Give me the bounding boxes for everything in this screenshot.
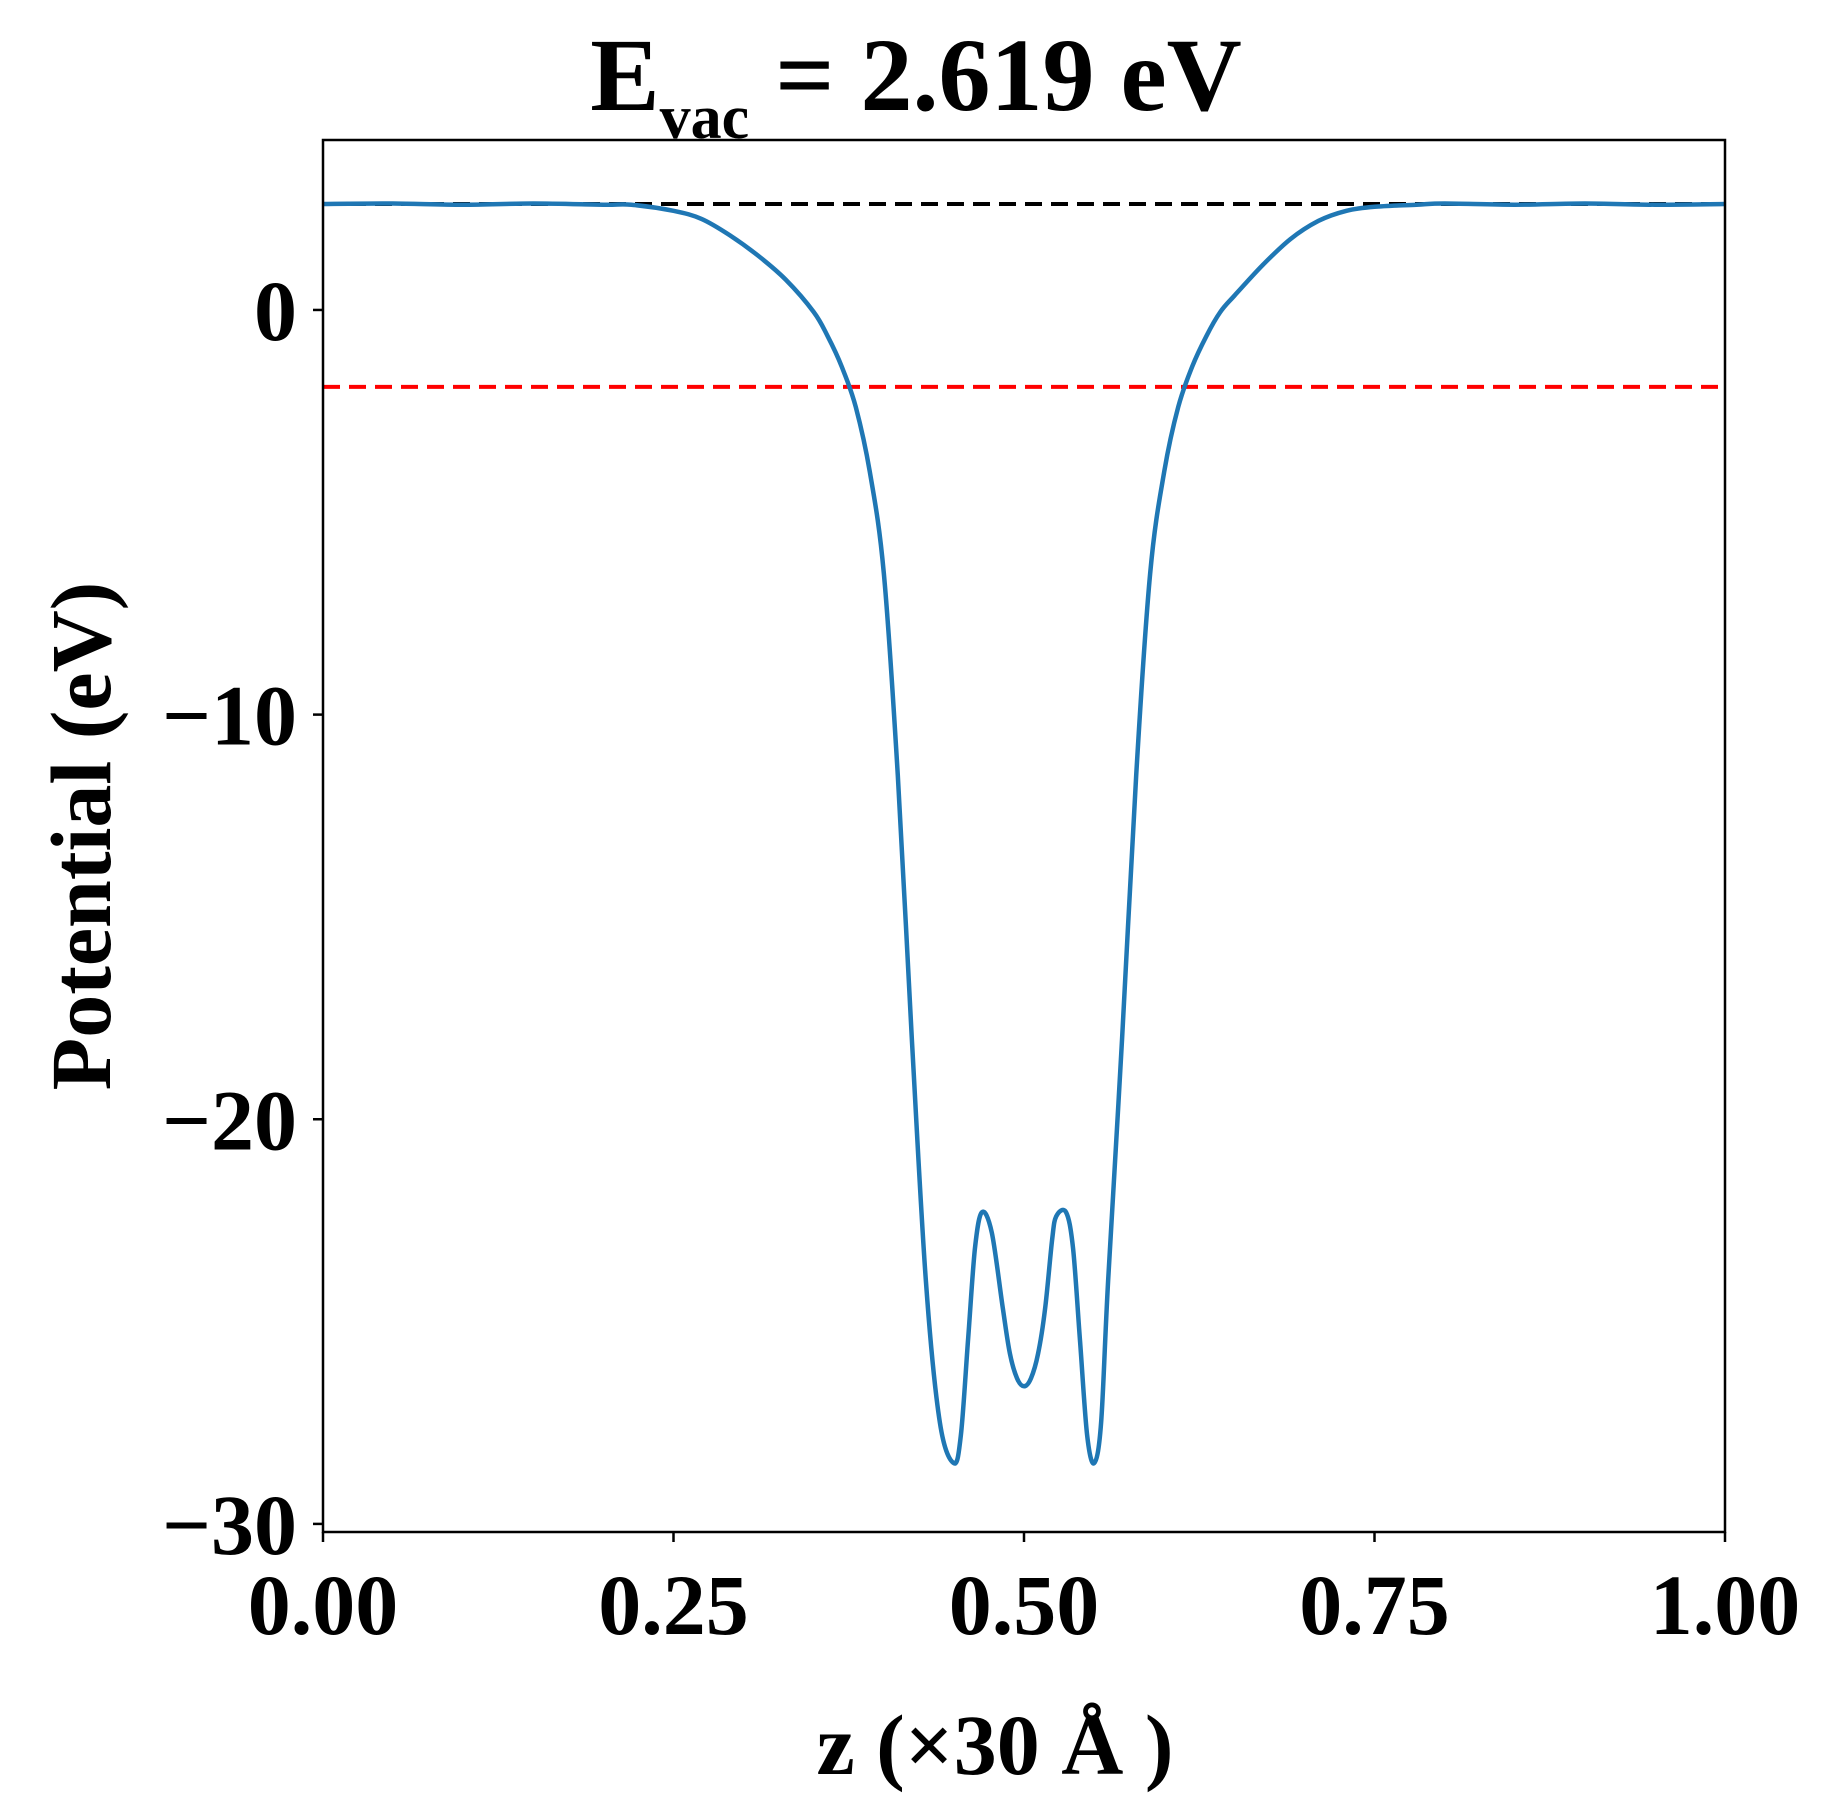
axes-frame xyxy=(321,138,1727,1534)
x-tick-label: 1.00 xyxy=(1650,1557,1801,1653)
title-prefix: E xyxy=(590,18,659,133)
y-tick-label: −30 xyxy=(162,1477,297,1573)
x-tick-label: 0.00 xyxy=(248,1557,399,1653)
title-suffix: = 2.619 eV xyxy=(749,18,1242,133)
title-subscript: vac xyxy=(660,84,750,152)
x-axis: 0.00 0.25 0.50 0.75 1.00 xyxy=(248,1532,1801,1653)
y-axis-label: Potential (eV) xyxy=(33,582,129,1091)
y-axis: 0 −10 −20 −30 xyxy=(162,263,323,1573)
y-tick-label: −20 xyxy=(162,1072,297,1168)
chart-title: Evac = 2.619 eV xyxy=(590,18,1241,152)
y-tick-label: 0 xyxy=(254,263,297,359)
x-tick-label: 0.25 xyxy=(598,1557,749,1653)
potential-series-line xyxy=(322,201,1726,1466)
reference-lines xyxy=(323,201,1725,389)
x-tick-label: 0.50 xyxy=(949,1557,1100,1653)
y-tick-label: −10 xyxy=(162,668,297,764)
x-tick-label: 0.75 xyxy=(1299,1557,1450,1653)
x-axis-label: z (×30 Å ) xyxy=(816,1697,1173,1793)
